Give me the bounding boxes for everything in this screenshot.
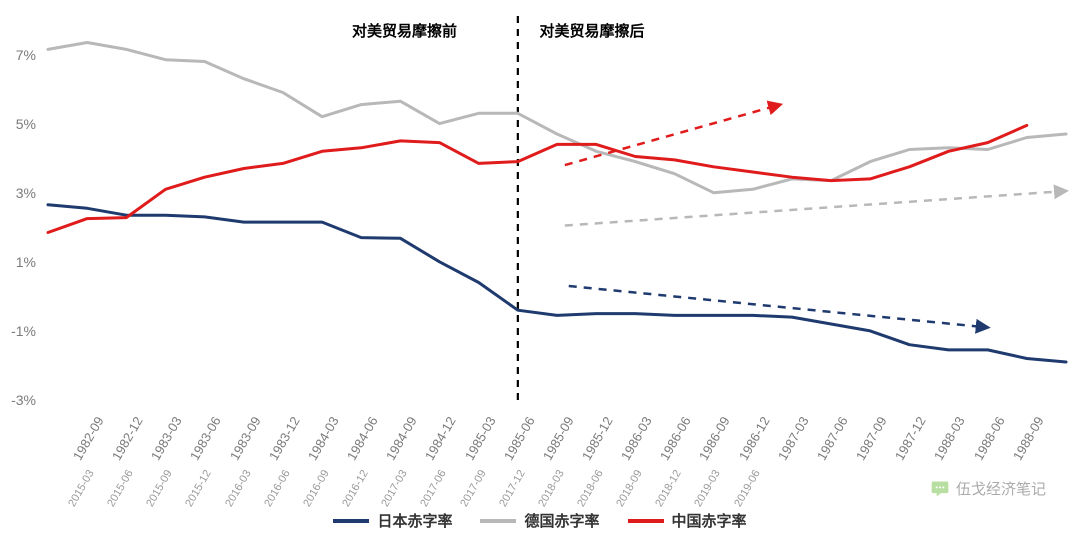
legend-swatch-japan: [333, 519, 369, 523]
deficit-rate-chart: -3%-1%1%3%5%7% 1982-091982-121983-031983…: [0, 0, 1080, 546]
legend-label-china: 中国赤字率: [672, 510, 747, 531]
y-tick-label: 7%: [0, 47, 36, 63]
trend-arrow-germany-trend: [565, 191, 1066, 226]
y-tick-label: 1%: [0, 254, 36, 270]
watermark-text: 伍戈经济笔记: [956, 478, 1046, 499]
y-tick-label: -3%: [0, 392, 36, 408]
legend-item-china: 中国赤字率: [628, 510, 747, 531]
legend-label-japan: 日本赤字率: [377, 510, 452, 531]
comment-icon: [930, 479, 950, 499]
legend-item-japan: 日本赤字率: [333, 510, 452, 531]
y-tick-label: 5%: [0, 116, 36, 132]
y-tick-label: -1%: [0, 323, 36, 339]
trend-arrow-china-trend: [565, 105, 780, 165]
annotation-after-friction: 对美贸易摩擦后: [540, 20, 645, 41]
series-germany: [48, 43, 1066, 193]
legend-item-germany: 德国赤字率: [480, 510, 599, 531]
plot-area: [0, 0, 1080, 546]
y-tick-label: 3%: [0, 185, 36, 201]
legend: 日本赤字率 德国赤字率 中国赤字率: [0, 510, 1080, 531]
legend-swatch-china: [628, 519, 664, 523]
series-japan: [48, 205, 1066, 362]
watermark: 伍戈经济笔记: [930, 478, 1046, 499]
legend-label-germany: 德国赤字率: [524, 510, 599, 531]
legend-swatch-germany: [480, 519, 516, 523]
annotation-before-friction: 对美贸易摩擦前: [352, 20, 457, 41]
trend-arrow-japan-trend: [569, 286, 988, 327]
